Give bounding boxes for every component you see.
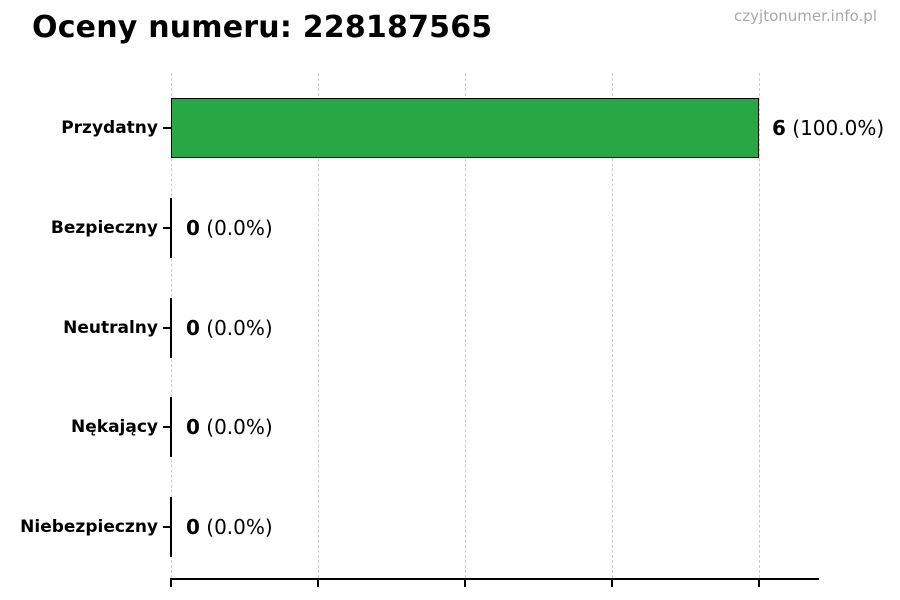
- bar-row: Neutralny 0 (0.0%): [0, 278, 900, 378]
- value-count: 0: [186, 216, 200, 240]
- x-axis-tick: [170, 578, 172, 587]
- gridline: [464, 73, 466, 578]
- gridline: [317, 73, 319, 578]
- value-percent: (100.0%): [785, 116, 885, 140]
- gridline: [611, 73, 613, 578]
- x-axis-tick: [464, 578, 466, 587]
- bar: [170, 497, 172, 557]
- x-axis-tick: [317, 578, 319, 587]
- bar-row: Przydatny 6 (100.0%): [0, 78, 900, 178]
- category-label: Nękający: [71, 417, 158, 437]
- value-percent: (0.0%): [199, 216, 273, 240]
- value-count: 0: [186, 515, 200, 539]
- category-label: Niebezpieczny: [20, 517, 158, 537]
- bar-row: Niebezpieczny 0 (0.0%): [0, 477, 900, 577]
- bar: [170, 298, 172, 358]
- x-axis-tick: [758, 578, 760, 587]
- bar-row: Bezpieczny 0 (0.0%): [0, 178, 900, 278]
- chart-title: Oceny numeru: 228187565: [32, 10, 493, 45]
- y-axis-tick: [163, 127, 171, 129]
- x-axis-tick: [611, 578, 613, 587]
- gridline: [758, 73, 760, 578]
- value-percent: (0.0%): [199, 316, 273, 340]
- value-count: 0: [186, 415, 200, 439]
- value-label: 6 (100.0%): [772, 116, 884, 140]
- value-percent: (0.0%): [199, 415, 273, 439]
- value-percent: (0.0%): [199, 515, 273, 539]
- category-label: Bezpieczny: [50, 218, 158, 238]
- category-label: Przydatny: [61, 118, 158, 138]
- category-label: Neutralny: [63, 318, 158, 338]
- y-axis-tick: [163, 327, 171, 329]
- bar: [171, 98, 759, 158]
- value-label: 0 (0.0%): [186, 316, 273, 340]
- bar: [170, 397, 172, 457]
- value-label: 0 (0.0%): [186, 216, 273, 240]
- bar: [170, 198, 172, 258]
- value-count: 6: [772, 116, 786, 140]
- value-label: 0 (0.0%): [186, 415, 273, 439]
- value-count: 0: [186, 316, 200, 340]
- y-axis-tick: [163, 526, 171, 528]
- y-axis-tick: [163, 426, 171, 428]
- watermark: czyjtonumer.info.pl: [734, 7, 877, 25]
- bar-row: Nękający 0 (0.0%): [0, 377, 900, 477]
- y-axis-tick: [163, 227, 171, 229]
- value-label: 0 (0.0%): [186, 515, 273, 539]
